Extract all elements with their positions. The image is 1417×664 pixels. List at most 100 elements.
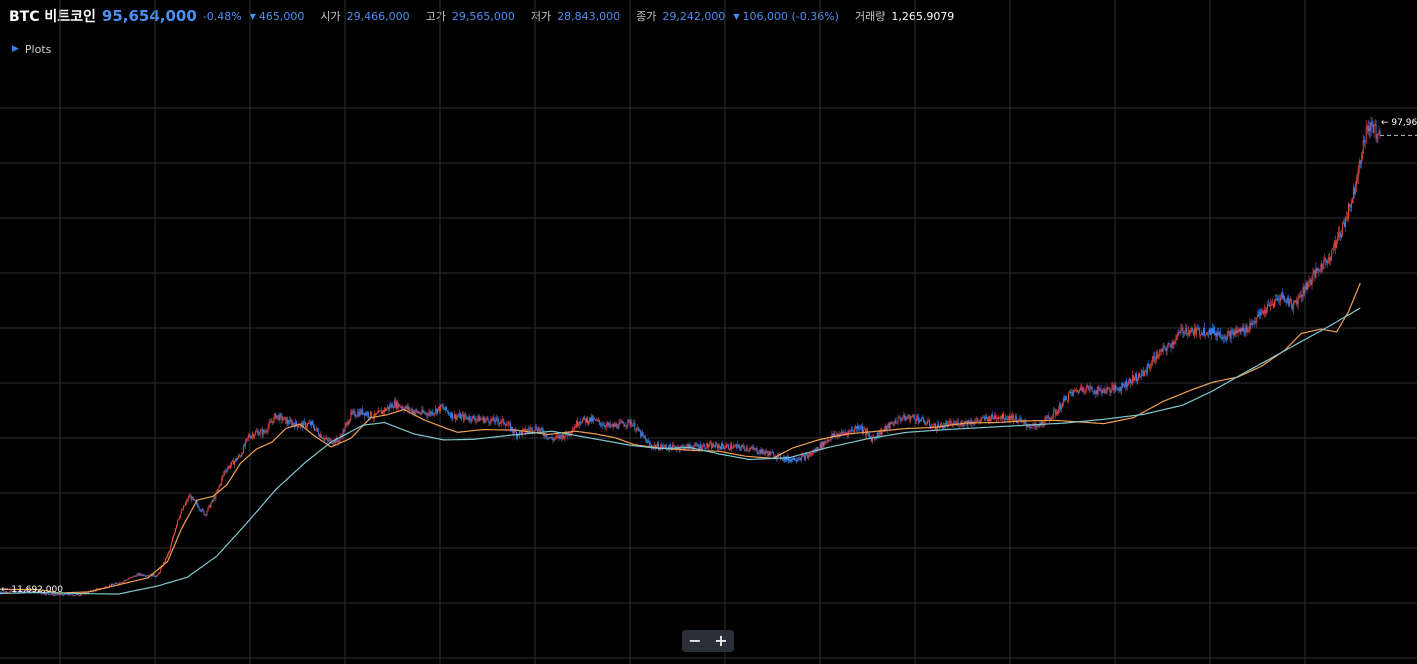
candle-body-1274 xyxy=(1255,322,1257,323)
candle-body-1073 xyxy=(1057,411,1059,414)
candle-body-4 xyxy=(3,591,5,593)
candle-body-723 xyxy=(712,444,714,449)
candle-body-293 xyxy=(288,422,290,424)
candle-body-1081 xyxy=(1065,396,1067,400)
candle-body-1366 xyxy=(1345,217,1347,219)
candle-body-755 xyxy=(743,446,745,450)
candle-body-325 xyxy=(319,434,321,438)
candle-body-309 xyxy=(304,421,306,423)
candle-body-365 xyxy=(359,410,361,417)
candle-body-287 xyxy=(282,419,284,421)
candle-body-1394 xyxy=(1373,124,1375,133)
candle-body-1132 xyxy=(1115,385,1117,389)
candle-body-544 xyxy=(535,426,537,430)
candle-body-1196 xyxy=(1178,332,1180,333)
candle-body-1122 xyxy=(1105,391,1107,393)
candle-body-336 xyxy=(330,439,332,444)
candle-body-251 xyxy=(246,437,248,439)
candle-body-529 xyxy=(520,431,522,435)
candle-body-1316 xyxy=(1296,300,1298,304)
candle-body-1075 xyxy=(1059,404,1061,410)
candle-body-963 xyxy=(948,421,950,423)
candle-body-1250 xyxy=(1231,330,1233,332)
candle-body-340 xyxy=(334,439,336,443)
candle-body-671 xyxy=(660,444,662,447)
candle-body-1361 xyxy=(1341,234,1343,238)
candle-body-833 xyxy=(820,443,822,448)
candle-body-1322 xyxy=(1302,287,1304,297)
candle-body-499 xyxy=(491,418,493,420)
candle-body-514 xyxy=(506,424,508,426)
candle-body-1227 xyxy=(1208,329,1210,334)
candle-body-249 xyxy=(244,440,246,447)
candle-body-269 xyxy=(264,431,266,433)
candle-body-857 xyxy=(844,432,846,434)
candle-body-304 xyxy=(299,426,301,428)
candle-body-1333 xyxy=(1313,270,1315,274)
candle-body-159 xyxy=(156,575,158,577)
zoom-in-button[interactable]: + xyxy=(714,631,728,650)
candle-body-1065 xyxy=(1049,417,1051,420)
candle-body-1400 xyxy=(1379,130,1381,135)
candle-body-570 xyxy=(561,436,563,439)
candle-body-179 xyxy=(175,524,177,529)
candle-body-712 xyxy=(701,448,703,450)
candle-body-311 xyxy=(306,426,308,428)
candle-body-948 xyxy=(933,423,935,426)
candle-body-575 xyxy=(566,431,568,435)
candle-body-1353 xyxy=(1333,246,1335,249)
candle-body-679 xyxy=(668,444,670,450)
candle-body-938 xyxy=(924,421,926,425)
candle-body-727 xyxy=(716,443,718,445)
candle-body-1164 xyxy=(1146,364,1148,373)
candle-body-1068 xyxy=(1052,416,1054,419)
candle-body-64 xyxy=(62,594,64,596)
candle-body-683 xyxy=(672,444,674,447)
candle-body-1337 xyxy=(1317,269,1319,271)
symbol-name: BTC 비트코인 xyxy=(9,9,96,25)
candle-body-765 xyxy=(753,448,755,450)
candle-body-1276 xyxy=(1257,313,1259,318)
candle-body-1347 xyxy=(1327,259,1329,264)
candle-body-684 xyxy=(673,446,675,447)
candle-body-882 xyxy=(868,434,870,437)
candle-body-1344 xyxy=(1324,258,1326,260)
candle-body-1105 xyxy=(1088,388,1090,390)
candle-body-1070 xyxy=(1054,410,1056,412)
candle-body-1077 xyxy=(1061,407,1063,410)
candle-body-578 xyxy=(569,431,571,435)
candle-body-863 xyxy=(850,430,852,432)
candle-body-809 xyxy=(796,459,798,461)
candle-body-419 xyxy=(412,410,414,413)
candle-body-1071 xyxy=(1055,410,1057,415)
candle-body-745 xyxy=(733,445,735,447)
candle-body-63 xyxy=(61,594,63,595)
candle-body-729 xyxy=(718,445,720,449)
candle-body-1254 xyxy=(1235,329,1237,335)
candle-body-273 xyxy=(268,422,270,427)
zoom-out-button[interactable]: − xyxy=(688,631,702,650)
candle-body-651 xyxy=(641,432,643,437)
plots-toggle[interactable]: ▶ Plots xyxy=(12,40,51,58)
candle-body-1145 xyxy=(1128,380,1130,386)
candle-body-508 xyxy=(500,422,502,424)
candle-body-843 xyxy=(830,436,832,440)
candle-body-160 xyxy=(157,574,159,576)
candle-body-118 xyxy=(115,582,117,584)
candle-body-1221 xyxy=(1203,327,1205,335)
candle-body-1176 xyxy=(1158,351,1160,356)
candle-body-894 xyxy=(880,430,882,435)
candle-body-1101 xyxy=(1084,390,1086,392)
candle-body-797 xyxy=(785,456,787,461)
candle-body-357 xyxy=(351,411,353,413)
candle-body-764 xyxy=(752,447,754,449)
candle-body-141 xyxy=(138,573,140,576)
candle-body-828 xyxy=(815,448,817,451)
candle-body-1094 xyxy=(1077,391,1079,393)
candle-body-279 xyxy=(274,413,276,417)
candle-body-977 xyxy=(962,424,964,426)
candle-body-1217 xyxy=(1199,328,1201,335)
candle-body-739 xyxy=(727,444,729,449)
candle-body-1345 xyxy=(1325,258,1327,262)
